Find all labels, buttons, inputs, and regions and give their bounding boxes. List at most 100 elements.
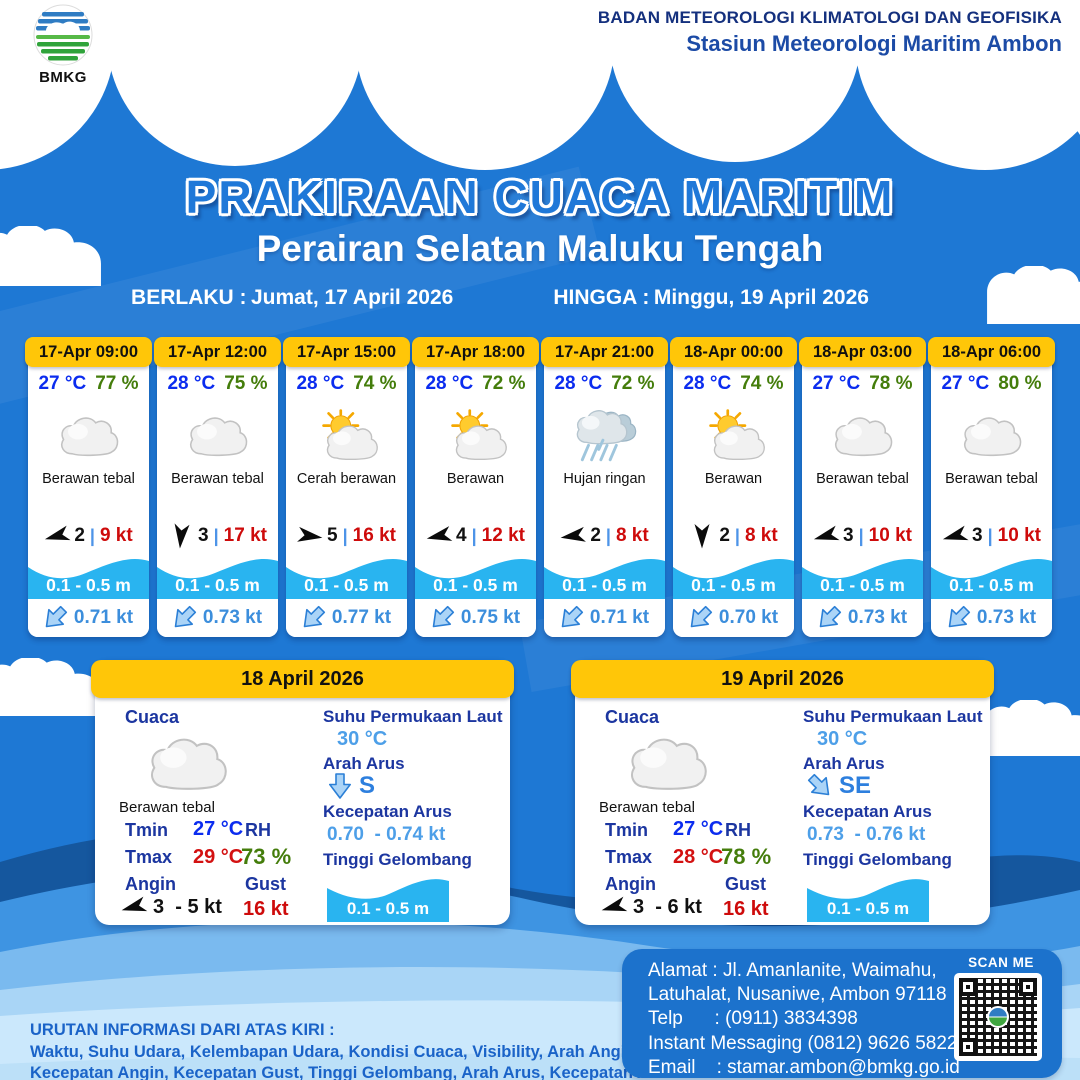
visibility-value: 3 xyxy=(843,525,854,546)
wind-direction-icon xyxy=(119,896,148,918)
valid-from: BERLAKU : Jumat, 17 April 2026 xyxy=(131,286,453,310)
wind-row: 3 | 10 kt xyxy=(931,521,1052,551)
tmax-label: Tmax xyxy=(605,847,653,867)
divider: | xyxy=(734,525,740,546)
current-direction-icon xyxy=(296,601,330,635)
valid-from-date: Jumat, 17 April 2026 xyxy=(251,286,454,309)
current-direction-icon xyxy=(941,601,975,635)
wave-height-band: 0.1 - 0.5 m xyxy=(807,870,929,922)
current-direction: SE xyxy=(839,772,872,799)
current-speed-range: 0.73 - 0.76 kt xyxy=(807,824,926,845)
arah-label: Arah Arus xyxy=(323,754,405,773)
forecast-card: 17-Apr 09:00 27 °C 77 % Berawan tebal 2 |… xyxy=(25,337,152,637)
daily-card: 19 April 2026 Cuaca Berawan tebal Tmin 2… xyxy=(571,660,994,925)
kecepatan-label: Kecepatan Arus xyxy=(803,802,932,821)
bmkg-logo: BMKG xyxy=(18,4,108,86)
wind-speed: 12 kt xyxy=(481,525,525,546)
forecast-time: 17-Apr 21:00 xyxy=(541,337,668,367)
scan-me-label: SCAN ME xyxy=(968,955,1034,970)
info-order-title: URUTAN INFORMASI DARI ATAS KIRI : xyxy=(30,1021,335,1039)
current-speed: 0.71 kt xyxy=(73,607,134,628)
cuaca-label: Cuaca xyxy=(125,707,180,727)
divider: | xyxy=(471,525,477,546)
current-direction: S xyxy=(359,772,376,799)
forecast-card: 17-Apr 15:00 28 °C 74 % Cerah berawan 5 |… xyxy=(283,337,410,637)
wind-row: 2 | 9 kt xyxy=(28,521,149,551)
phone-line: Telp : (0911) 3834398 xyxy=(648,1008,858,1030)
current-row: 0.71 kt xyxy=(544,599,665,637)
validity-row: BERLAKU : Jumat, 17 April 2026 HINGGA : … xyxy=(0,286,1040,310)
visibility-value: 3 xyxy=(198,525,209,546)
divider: | xyxy=(342,525,348,546)
daily-date: 19 April 2026 xyxy=(571,660,994,698)
wind-row: 3 | 17 kt xyxy=(157,521,278,551)
wind-direction-icon xyxy=(599,896,628,918)
qr-bmkg-logo-icon xyxy=(987,1006,1009,1028)
divider: | xyxy=(605,525,611,546)
current-row: 0.73 kt xyxy=(931,599,1052,637)
contact-lines: Alamat : Jl. Amanlanite, Waimahu, Latuha… xyxy=(648,959,960,1080)
humidity: 72 % xyxy=(611,373,655,394)
wind-range: 3 - 6 kt xyxy=(633,896,702,918)
sst-label: Suhu Permukaan Laut xyxy=(803,707,983,726)
forecast-card: 17-Apr 21:00 28 °C 72 % Hujan ringan 2 | … xyxy=(541,337,668,637)
condition-label: Berawan tebal xyxy=(171,471,264,487)
top-cloud-scallop xyxy=(0,0,1080,170)
current-direction-icon xyxy=(38,601,72,635)
air-temp: 27 °C xyxy=(38,373,87,394)
forecast-card: 18-Apr 03:00 27 °C 78 % Berawan tebal 3 |… xyxy=(799,337,926,637)
current-row: 0.75 kt xyxy=(415,599,536,637)
forecast-card: 17-Apr 18:00 28 °C 72 % Berawan 4 | 12 kt… xyxy=(412,337,539,637)
wave-height-band: 0.1 - 0.5 m xyxy=(327,870,449,922)
im-line: Instant Messaging (0812) 9626 5822 xyxy=(648,1032,958,1054)
bmkg-logo-label: BMKG xyxy=(39,69,87,86)
valid-from-label: BERLAKU : xyxy=(131,286,247,309)
wave-height: 0.1 - 0.5 m xyxy=(949,575,1034,595)
cuaca-label: Cuaca xyxy=(605,707,660,727)
partly-cloudy-icon xyxy=(415,399,536,471)
current-direction-icon xyxy=(554,601,588,635)
sst-value: 30 °C xyxy=(817,728,868,750)
current-speed: 0.71 kt xyxy=(589,607,650,628)
qr-code xyxy=(954,973,1042,1061)
tmin-label: Tmin xyxy=(605,820,648,840)
forecast-time: 17-Apr 15:00 xyxy=(283,337,410,367)
current-row: 0.71 kt xyxy=(28,599,149,637)
forecast-time: 18-Apr 00:00 xyxy=(670,337,797,367)
sst-value: 30 °C xyxy=(337,728,388,750)
wind-speed: 9 kt xyxy=(99,525,133,546)
humidity: 74 % xyxy=(740,373,784,394)
tmin-value: 27 °C xyxy=(193,818,244,840)
rh-value: 78 % xyxy=(721,844,772,869)
info-order-line1: Waktu, Suhu Udara, Kelembapan Udara, Kon… xyxy=(30,1042,641,1061)
gelombang-label: Tinggi Gelombang xyxy=(323,850,472,869)
wave-height-band: 0.1 - 0.5 m xyxy=(28,551,149,599)
condition-label: Cerah berawan xyxy=(296,471,397,487)
wind-row: 3 - 5 kt xyxy=(121,896,222,919)
air-temp: 27 °C xyxy=(812,373,861,394)
wind-range: 3 - 5 kt xyxy=(153,896,222,918)
condition-label: Berawan tebal xyxy=(42,471,135,487)
forecast-time: 18-Apr 06:00 xyxy=(928,337,1055,367)
current-direction-icon xyxy=(812,601,846,635)
bmkg-logo-icon xyxy=(33,4,93,66)
valid-to-label: HINGGA : xyxy=(553,286,650,309)
tmax-label: Tmax xyxy=(125,847,173,867)
partly-cloudy-icon xyxy=(286,399,407,471)
current-row: 0.73 kt xyxy=(802,599,923,637)
wind-speed: 17 kt xyxy=(223,525,267,546)
valid-to: HINGGA : Minggu, 19 April 2026 xyxy=(553,286,869,310)
cloudy-icon xyxy=(802,399,923,471)
wave-height: 0.1 - 0.5 m xyxy=(562,575,647,595)
current-speed: 0.75 kt xyxy=(460,607,521,628)
condition-label: Berawan tebal xyxy=(945,471,1038,487)
gelombang-label: Tinggi Gelombang xyxy=(803,850,952,869)
arah-label: Arah Arus xyxy=(803,754,885,773)
wind-speed: 16 kt xyxy=(352,525,396,546)
condition-label: Hujan ringan xyxy=(563,471,646,487)
gust-label: Gust xyxy=(245,874,287,894)
gust-value: 16 kt xyxy=(723,898,769,920)
current-direction-icon xyxy=(683,601,717,635)
air-temp: 27 °C xyxy=(941,373,990,394)
